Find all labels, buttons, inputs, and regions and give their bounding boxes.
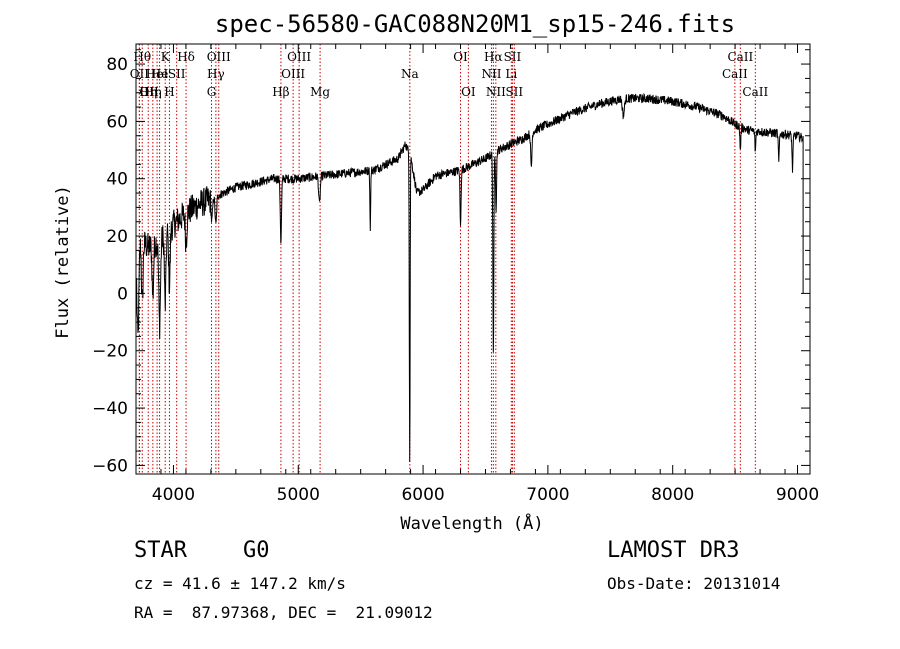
y-tick-label: 60 bbox=[106, 112, 128, 132]
object-class: STAR bbox=[134, 538, 187, 563]
x-tick-label: 5000 bbox=[277, 485, 320, 505]
coordinates-text: RA = 87.97368, DEC = 21.09012 bbox=[134, 603, 433, 622]
y-tick-label: −20 bbox=[92, 342, 128, 362]
line-label: OI bbox=[461, 85, 476, 99]
line-label: CaII bbox=[722, 67, 748, 81]
line-label: SII bbox=[504, 50, 522, 64]
obs-date-text: Obs-Date: 20131014 bbox=[607, 574, 781, 593]
y-tick-label: 20 bbox=[106, 227, 128, 247]
line-label: OII bbox=[139, 85, 159, 99]
object-subclass: G0 bbox=[243, 538, 270, 563]
line-label: Na bbox=[401, 67, 419, 81]
spectral-line-labels: HθOIIOIIHηHηHeIHeKHSIIHδGHγOIIIHβOIIIOII… bbox=[130, 50, 769, 99]
line-label: Hη bbox=[144, 85, 162, 99]
line-label: CaII bbox=[742, 85, 768, 99]
line-label: Hγ bbox=[207, 67, 225, 81]
x-tick-label: 6000 bbox=[401, 485, 444, 505]
line-label: OII bbox=[130, 67, 150, 81]
y-axis-ticks: −60 −40 −20 0 20 40 60 80 bbox=[92, 49, 810, 476]
x-tick-label: 4000 bbox=[152, 485, 195, 505]
line-label: SII bbox=[168, 67, 186, 81]
x-axis-ticks: 4000 5000 6000 7000 8000 9000 bbox=[135, 44, 819, 505]
chart-title: spec-56580-GAC088N20M1_sp15-246.fits bbox=[215, 10, 735, 38]
line-label: Hδ bbox=[177, 50, 195, 64]
line-label: SII bbox=[505, 85, 523, 99]
spectrum-chart: spec-56580-GAC088N20M1_sp15-246.fits Hθ O… bbox=[53, 10, 819, 534]
x-tick-label: 7000 bbox=[526, 485, 569, 505]
line-label: NII bbox=[486, 85, 506, 99]
y-tick-label: 80 bbox=[106, 55, 128, 75]
line-label: OI bbox=[453, 50, 468, 64]
y-axis-label: Flux (relative) bbox=[53, 185, 73, 339]
y-tick-label: 0 bbox=[117, 284, 128, 304]
line-label: Hθ bbox=[133, 50, 151, 64]
x-axis-label: Wavelength (Å) bbox=[400, 512, 543, 534]
line-label: CaII bbox=[727, 50, 753, 64]
line-label: OIII bbox=[287, 50, 311, 64]
line-label: Hα bbox=[484, 50, 503, 64]
line-label: Li bbox=[505, 67, 517, 81]
line-label: Hβ bbox=[272, 85, 289, 99]
line-label: H bbox=[164, 85, 174, 99]
survey-label: LAMOST DR3 bbox=[607, 538, 740, 563]
redshift-text: cz = 41.6 ± 147.2 km/s bbox=[134, 574, 346, 593]
line-label: OIII bbox=[207, 50, 231, 64]
y-tick-label: −40 bbox=[92, 399, 128, 419]
x-tick-label: 9000 bbox=[776, 485, 819, 505]
line-label: NII bbox=[481, 67, 501, 81]
plot-frame bbox=[135, 43, 811, 475]
line-label: He bbox=[151, 67, 169, 81]
x-tick-label: 8000 bbox=[651, 485, 694, 505]
line-label: K bbox=[161, 50, 171, 64]
line-label: HeI bbox=[146, 67, 169, 81]
spectrum-trace bbox=[136, 92, 804, 462]
line-label: Hη bbox=[139, 85, 157, 99]
y-tick-label: 40 bbox=[106, 170, 128, 190]
y-tick-label: −60 bbox=[92, 456, 128, 476]
line-label: OIII bbox=[281, 67, 305, 81]
line-label: Mg bbox=[310, 85, 330, 99]
line-label: G bbox=[207, 85, 217, 99]
spectral-line-markers bbox=[138, 44, 756, 474]
